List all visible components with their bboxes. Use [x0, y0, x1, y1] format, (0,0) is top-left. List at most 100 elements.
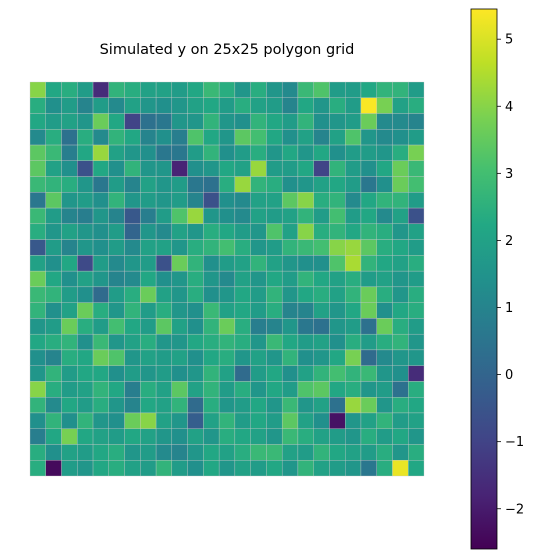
heatmap-cell	[234, 333, 251, 351]
heatmap-cell	[77, 113, 94, 130]
heatmap-cell	[376, 129, 393, 146]
heatmap-cell	[234, 286, 251, 303]
heatmap-cell	[29, 302, 46, 319]
heatmap-cell	[218, 286, 236, 303]
heatmap-cell	[218, 81, 236, 98]
heatmap-cell	[124, 176, 141, 193]
heatmap-cell	[266, 428, 283, 445]
heatmap-cell	[313, 302, 330, 319]
heatmap-cell	[250, 270, 267, 288]
heatmap-cell	[281, 412, 299, 429]
heatmap-cell	[203, 97, 220, 114]
heatmap-cell	[187, 192, 204, 209]
heatmap-cell	[408, 397, 425, 414]
heatmap-cell	[234, 412, 251, 429]
heatmap-cell	[29, 255, 46, 272]
heatmap-cell	[171, 239, 188, 256]
heatmap-cell	[250, 397, 267, 414]
heatmap-cell	[376, 460, 393, 477]
heatmap-cell	[203, 286, 220, 303]
colorbar-ticks: −2 −1 0 1 2 3 4 5	[497, 33, 524, 517]
heatmap-cell	[203, 176, 220, 193]
heatmap-cell	[29, 144, 46, 161]
heatmap-cell	[77, 160, 94, 177]
heatmap-cell	[171, 333, 188, 351]
heatmap-cell	[203, 113, 220, 130]
heatmap-cell	[155, 333, 173, 351]
heatmap-cell	[140, 270, 157, 288]
heatmap-cell	[281, 81, 299, 98]
heatmap-cell	[218, 428, 236, 445]
heatmap-cell	[187, 349, 204, 366]
heatmap-cell	[345, 318, 362, 335]
heatmap-cell	[345, 349, 362, 366]
heatmap-cell	[77, 129, 94, 146]
heatmap-cell	[92, 460, 109, 477]
heatmap-cell	[313, 397, 330, 414]
heatmap-cell	[218, 460, 236, 477]
heatmap-cell	[155, 365, 173, 382]
heatmap-cell	[203, 444, 220, 461]
heatmap-cell	[392, 129, 409, 146]
heatmap-cell	[376, 428, 393, 445]
heatmap-cell	[234, 223, 251, 240]
heatmap-cell	[77, 81, 94, 98]
heatmap-cell	[61, 239, 78, 256]
heatmap-cell	[281, 333, 299, 351]
heatmap-cell	[250, 444, 267, 461]
heatmap-cell	[29, 412, 46, 429]
heatmap-cell	[266, 207, 283, 225]
heatmap-cell	[218, 365, 236, 382]
heatmap-cell	[92, 444, 109, 461]
heatmap-cell	[29, 192, 46, 209]
heatmap-cell	[408, 381, 425, 398]
heatmap-cell	[45, 286, 62, 303]
heatmap-cell	[171, 97, 188, 114]
heatmap-cell	[234, 444, 251, 461]
heatmap-cell	[392, 397, 409, 414]
heatmap-cell	[297, 333, 314, 351]
heatmap-cell	[360, 97, 377, 114]
heatmap-cell	[360, 365, 377, 382]
heatmap-cell	[392, 255, 409, 272]
colorbar-tick-label: 5	[505, 33, 513, 48]
heatmap-cell	[140, 349, 157, 366]
heatmap-cell	[345, 412, 362, 429]
heatmap-cell	[61, 397, 78, 414]
heatmap-cell	[171, 144, 188, 161]
heatmap-cell	[140, 318, 157, 335]
heatmap-cell	[218, 207, 236, 225]
heatmap-cell	[408, 223, 425, 240]
heatmap-cell	[155, 207, 173, 225]
heatmap-cell	[124, 223, 141, 240]
heatmap-cell	[45, 428, 62, 445]
heatmap-cell	[203, 239, 220, 256]
heatmap-cell	[124, 349, 141, 366]
heatmap-cell	[408, 349, 425, 366]
heatmap-cell	[203, 192, 220, 209]
heatmap-cell	[297, 444, 314, 461]
heatmap-cell	[234, 349, 251, 366]
heatmap-cell	[140, 239, 157, 256]
heatmap-cell	[408, 81, 425, 98]
heatmap-cell	[218, 192, 236, 209]
heatmap-cell	[329, 113, 346, 130]
heatmap-cell	[313, 381, 330, 398]
heatmap-cell	[345, 286, 362, 303]
heatmap-cell	[281, 97, 299, 114]
heatmap-cell	[61, 365, 78, 382]
heatmap-cell	[155, 270, 173, 288]
heatmap-cell	[234, 397, 251, 414]
heatmap-cell	[155, 460, 173, 477]
heatmap-cell	[360, 444, 377, 461]
heatmap-cell	[313, 365, 330, 382]
heatmap-cell	[218, 333, 236, 351]
heatmap-cell	[234, 365, 251, 382]
heatmap-cell	[45, 239, 62, 256]
heatmap-cell	[140, 129, 157, 146]
heatmap-cell	[313, 239, 330, 256]
heatmap-cell	[345, 270, 362, 288]
heatmap-cell	[203, 255, 220, 272]
heatmap-cell	[171, 444, 188, 461]
heatmap-cell	[108, 97, 125, 114]
